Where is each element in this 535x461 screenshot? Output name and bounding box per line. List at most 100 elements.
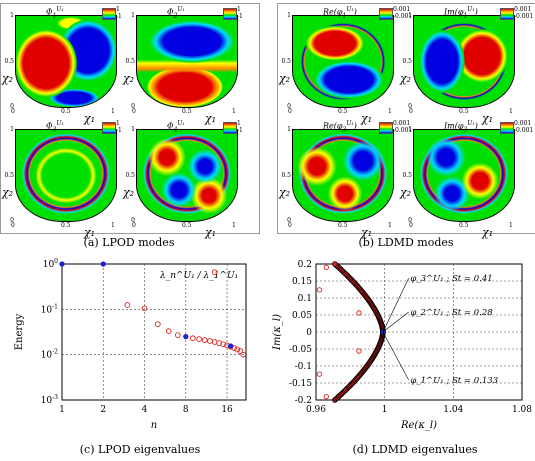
ldmd-mode-2-xlabel: χ₁: [482, 112, 494, 125]
eigenvalue-point: [174, 332, 181, 338]
lpod-mode-3-xtick-1: 0.5: [61, 222, 71, 229]
ldmd-mode-3-legend-min: -0.001: [393, 127, 413, 134]
x-axis-label: Re(κ_l): [400, 420, 437, 431]
lpod-mode-3-xtick-2: 1: [111, 222, 115, 229]
x-tick-label: 1.08: [512, 405, 532, 415]
ldmd-mode-1-xtick-2: 1: [388, 108, 392, 115]
eigenvalue-point: [141, 305, 148, 312]
ldmd-mode-4-title: Im(φ3U₁): [444, 120, 478, 134]
ldmd-mode-3-ylabel: χ₂: [279, 186, 291, 200]
lpod-mode-3-ylabel: χ₂: [2, 186, 14, 200]
caption-ldmd-eigenvalues: (d) LDMD eigenvalues: [352, 443, 478, 456]
lpod-mode-3-legend-max: 1: [116, 120, 120, 127]
lpod-mode-3-colorbar: [102, 122, 116, 134]
ldmd-mode-4-xtick-2: 1: [509, 222, 513, 229]
lpod-mode-2-legend-min: -1: [237, 13, 243, 20]
lpod-mode-1-xtick-2: 1: [111, 108, 115, 115]
lpod-mode-2-ytick-1: 0.5: [125, 57, 135, 65]
x-tick-label: 16: [221, 405, 233, 415]
eigenvalue-outlier: [356, 310, 362, 316]
ldmd-mode-3-xtick-2: 1: [388, 222, 392, 229]
lpod-mode-2-ytick-0: 1: [131, 12, 135, 19]
lpod-mode-1-ylabel: χ₂: [2, 72, 14, 86]
lpod-mode-1-ytick-0: 1: [10, 12, 14, 19]
ldmd-mode-2-xtick-1: 0.5: [459, 108, 469, 115]
ldmd-mode-2: [413, 15, 515, 108]
lpod-mode-4-xtick-0: 0: [132, 222, 136, 229]
eigenvalue-outlier: [356, 348, 362, 354]
lpod-mode-4-xlabel: χ₁: [205, 226, 217, 239]
lpod-mode-1-title: Φ1U₁: [46, 6, 64, 20]
ldmd-mode-2-colorbar: [500, 8, 514, 20]
lpod-mode-1-legend-max: 1: [116, 6, 120, 13]
ldmd-mode-3-xlabel: χ₁: [361, 226, 373, 239]
y-tick-label: 10-2: [41, 349, 58, 361]
lpod-mode-2-colorbar: [223, 8, 237, 20]
ldmd-mode-3-ytick-2: 0: [287, 217, 291, 224]
lpod-mode-1-xtick-0: 0: [11, 108, 15, 115]
lpod-mode-2-xtick-1: 0.5: [182, 108, 192, 115]
eigenvalue-point: [240, 351, 247, 358]
lpod-mode-1-xlabel: χ₁: [84, 112, 96, 125]
eigenvalue-point: [234, 346, 241, 353]
y-axis-label: Im(κ_l): [272, 314, 283, 351]
y-tick-label: 10-3: [41, 394, 58, 406]
ldmd-mode-4-ytick-0: 1: [408, 126, 412, 133]
eigenvalue-point: [332, 261, 338, 267]
y-tick-label: -0.15: [289, 379, 312, 389]
mode-annotation: φ_3^U₁ ; St = 0.41: [410, 274, 492, 284]
lpod-mode-1-ytick-2: 0: [10, 103, 14, 110]
caption-lpod-modes: (a) LPOD modes: [83, 236, 175, 249]
eigenvalue-point: [183, 333, 189, 340]
lpod-mode-3-legend-min: -1: [116, 127, 122, 134]
eigenvalue-point: [189, 335, 196, 342]
lpod-mode-2: [136, 15, 238, 108]
y-tick-label: 0.2: [298, 260, 312, 270]
eigenvalue-outlier: [323, 264, 329, 271]
ldmd-mode-1-legend-max: 0.001: [393, 6, 411, 13]
eigenvalue-point: [59, 261, 65, 267]
lpod-mode-1-xtick-1: 0.5: [61, 108, 71, 115]
lpod-mode-3-title: Φ3U₁: [46, 120, 64, 134]
ldmd-eigenvalue-chart: 0.96 1 1.04 1.08 0.2 0.15 0.1 0.05 0 -0.05 -0.1 -0.…: [272, 260, 532, 431]
eigenvalue-point: [220, 341, 227, 348]
ldmd-mode-2-ytick-1: 0.5: [402, 57, 412, 65]
x-axis-label: n: [151, 420, 157, 431]
y-tick-label: 10-1: [41, 303, 58, 315]
ldmd-mode-4-xlabel: χ₁: [482, 226, 494, 239]
lpod-mode-2-xlabel: χ₁: [205, 112, 217, 125]
eigenvalue-point: [211, 269, 218, 276]
lpod-mode-2-ytick-2: 0: [131, 103, 135, 110]
ldmd-mode-1-colorbar: [379, 8, 393, 20]
ldmd-mode-1-xlabel: χ₁: [361, 112, 373, 125]
x-tick-label: 8: [183, 405, 189, 415]
ldmd-mode-4-legend-min: -0.001: [514, 127, 534, 134]
eigenvalue-point: [237, 348, 244, 354]
mode-annotation: φ_2^U₁ ; St = 0.28: [410, 308, 493, 318]
ldmd-mode-4: [413, 129, 515, 222]
annotation-leader: [382, 331, 409, 381]
plot-area: [61, 263, 247, 401]
lpod-mode-3-ytick-0: 1: [10, 126, 14, 133]
y-tick-label: 100: [43, 258, 58, 270]
caption-ldmd-modes: (b) LDMD modes: [358, 236, 454, 249]
ldmd-mode-1-ytick-1: 0.5: [281, 57, 291, 65]
ldmd-mode-2-legend-min: -0.001: [514, 13, 534, 20]
lpod-mode-4-xtick-1: 0.5: [182, 222, 192, 229]
lpod-mode-4-ytick-0: 1: [131, 126, 135, 133]
lpod-mode-2-xtick-0: 0: [132, 108, 136, 115]
ldmd-mode-4-ylabel: χ₂: [400, 186, 412, 200]
lpod-mode-3-ytick-2: 0: [10, 217, 14, 224]
x-tick-label: 0.96: [306, 405, 326, 415]
y-tick-label: 0: [306, 328, 312, 338]
eigenvalue-point: [207, 338, 213, 344]
ldmd-mode-3-ytick-1: 0.5: [281, 171, 291, 179]
eigenvalue-point: [216, 340, 222, 346]
eigenvalue-outlier: [323, 393, 329, 400]
ldmd-mode-2-legend-max: 0.001: [514, 6, 532, 13]
lpod-mode-4-ytick-2: 0: [131, 217, 135, 224]
lpod-mode-1-ytick-1: 0.5: [4, 57, 14, 65]
lpod-mode-4-xtick-2: 1: [232, 222, 236, 229]
ldmd-mode-4-xtick-1: 0.5: [459, 222, 469, 229]
lpod-mode-2-title: Φ2U₁: [167, 6, 185, 20]
